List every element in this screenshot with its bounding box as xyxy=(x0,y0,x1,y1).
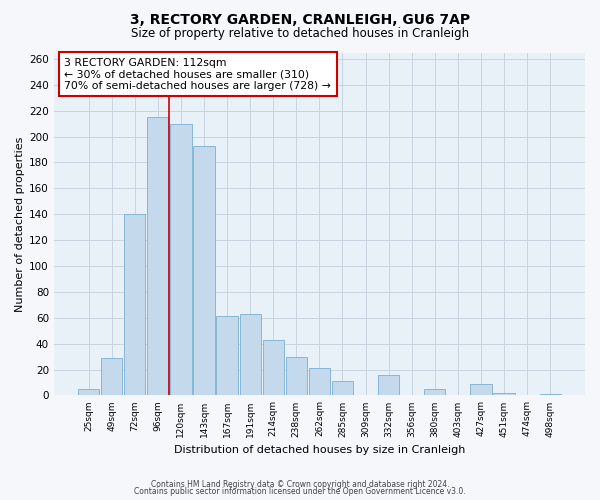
Text: Contains public sector information licensed under the Open Government Licence v3: Contains public sector information licen… xyxy=(134,487,466,496)
Bar xyxy=(424,389,445,396)
Text: 3, RECTORY GARDEN, CRANLEIGH, GU6 7AP: 3, RECTORY GARDEN, CRANLEIGH, GU6 7AP xyxy=(130,12,470,26)
X-axis label: Distribution of detached houses by size in Cranleigh: Distribution of detached houses by size … xyxy=(174,445,465,455)
Bar xyxy=(332,381,353,396)
Bar xyxy=(493,393,515,396)
Bar xyxy=(470,384,491,396)
Bar xyxy=(124,214,145,396)
Bar xyxy=(193,146,215,396)
Bar xyxy=(378,374,399,396)
Text: 3 RECTORY GARDEN: 112sqm
← 30% of detached houses are smaller (310)
70% of semi-: 3 RECTORY GARDEN: 112sqm ← 30% of detach… xyxy=(64,58,331,91)
Bar xyxy=(286,356,307,396)
Bar xyxy=(263,340,284,396)
Bar xyxy=(539,394,561,396)
Bar xyxy=(170,124,191,396)
Text: Contains HM Land Registry data © Crown copyright and database right 2024.: Contains HM Land Registry data © Crown c… xyxy=(151,480,449,489)
Bar xyxy=(309,368,330,396)
Y-axis label: Number of detached properties: Number of detached properties xyxy=(15,136,25,312)
Bar xyxy=(147,117,169,396)
Bar xyxy=(239,314,261,396)
Text: Size of property relative to detached houses in Cranleigh: Size of property relative to detached ho… xyxy=(131,28,469,40)
Bar xyxy=(217,316,238,396)
Bar xyxy=(78,389,99,396)
Bar xyxy=(101,358,122,396)
